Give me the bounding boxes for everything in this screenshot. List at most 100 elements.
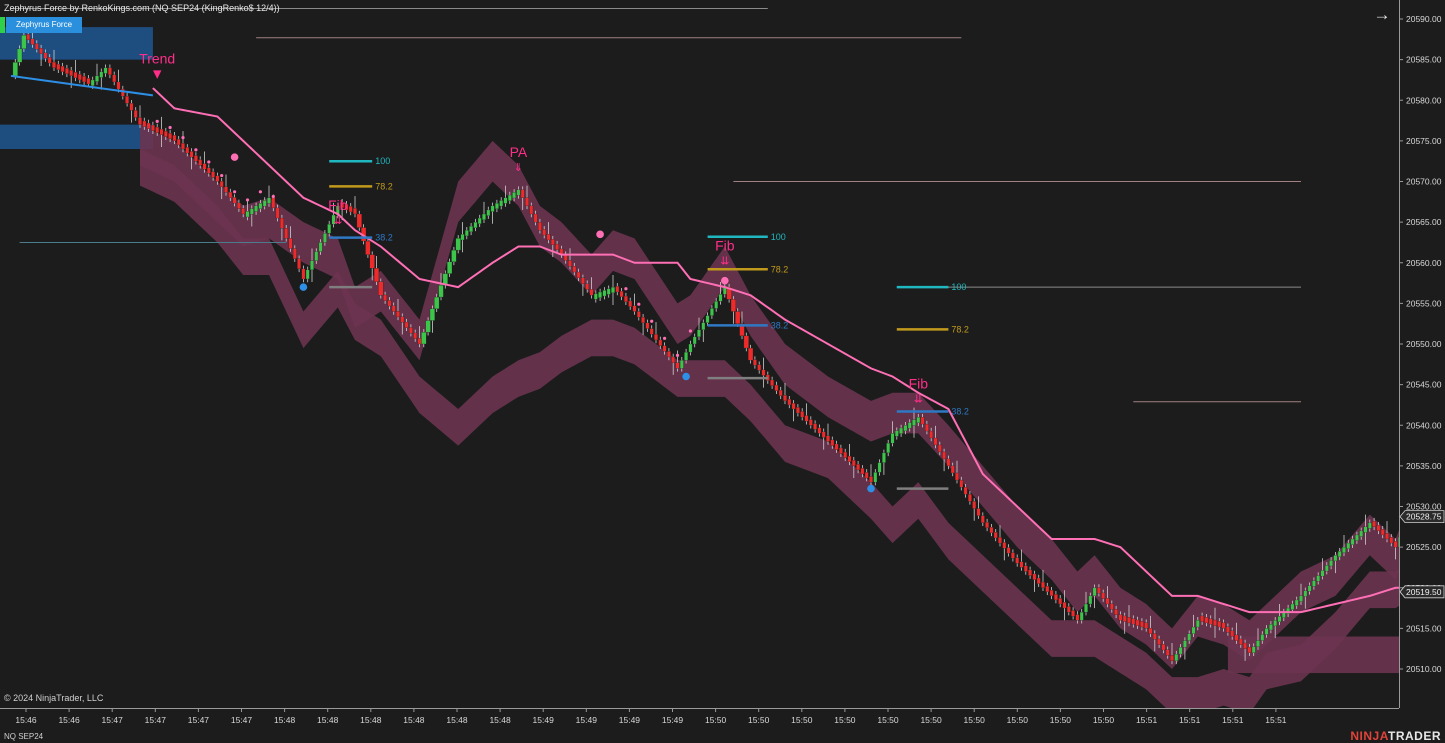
x-tick-label: 15:50 [1093,715,1115,725]
bear-candle [667,351,671,358]
trail-dot [168,125,172,130]
bull-candle [602,290,607,297]
bull-candle [912,419,916,426]
bear-candle [1247,646,1252,653]
bull-candle [718,294,723,302]
bear-candle [271,197,276,209]
bear-candle [417,338,422,345]
bear-candle [400,316,405,323]
bear-candle [589,289,594,296]
bear-candle [624,295,628,302]
bear-candle [520,189,525,198]
x-tick-label: 15:51 [1179,715,1201,725]
bull-candle [1260,634,1265,641]
bear-candle [43,52,48,59]
bull-candle [421,332,427,345]
bear-candle [413,332,418,339]
x-tick-label: 15:51 [1222,715,1244,725]
bear-candle [783,395,787,402]
bear-candle [47,57,52,64]
bull-candle [473,221,478,228]
bear-candle [1058,598,1063,605]
bear-candle [112,74,117,83]
bear-candle [791,403,796,410]
bear-candle [1376,525,1381,532]
bear-candle [1152,633,1157,640]
bear-candle [1385,533,1389,540]
bear-candle [1380,529,1385,536]
bear-candle [1062,602,1067,609]
bear-candle [856,464,860,471]
bear-candle [1101,592,1106,599]
bull-candle [1191,626,1196,634]
bull-candle [1079,611,1084,621]
fib-level-label: 38.2 [375,233,393,243]
signal-arrow: ⇊ [914,393,923,406]
bull-candle [1092,587,1097,597]
fib-level-label: 38.2 [771,320,789,330]
trail-dot [271,194,275,199]
bear-candle [989,527,994,534]
bull-candle [455,238,461,251]
bull-candle [894,430,899,437]
bear-candle [1200,615,1204,622]
bear-candle [1049,590,1054,597]
trail-dot [637,302,641,306]
x-tick-label: 15:49 [576,715,598,725]
bear-candle [1208,618,1213,625]
bear-candle [860,468,865,475]
bull-candle [593,293,598,300]
x-tick-label: 15:50 [877,715,899,725]
bear-candle [847,455,852,462]
bear-candle [163,130,168,137]
bear-candle [215,175,220,182]
bear-candle [194,155,198,162]
y-tick-label: 20530.00 [1406,502,1442,512]
indicator-badge[interactable]: Zephyrus Force [0,17,83,33]
bear-candle [120,88,125,97]
bull-candle [1403,527,1406,537]
bull-candle [245,211,250,218]
bear-candle [813,423,817,430]
arrow-right-icon[interactable]: → [1373,5,1391,24]
bull-candle [1286,607,1290,614]
bear-candle [52,61,56,68]
bear-candle [976,508,981,516]
bear-candle [739,323,745,337]
bear-candle [1122,615,1127,622]
bear-candle [830,439,835,446]
bear-candle [955,472,959,481]
bull-candle [1320,570,1325,577]
blue-trend-line [10,74,154,97]
bear-candle [181,143,185,150]
x-tick-label: 15:50 [705,715,727,725]
bull-candle [486,209,491,216]
x-tick-label: 15:48 [403,715,425,725]
bull-candle [495,203,499,210]
bull-candle [1299,595,1303,602]
bear-candle [284,228,289,239]
x-tick-label: 15:48 [274,715,296,725]
bull-candle [697,329,701,338]
instrument-tab[interactable]: NQ SEP24 [4,732,44,741]
signal-dot [230,153,239,161]
bull-candle [262,200,267,207]
bear-candle [133,110,138,118]
bull-candle [890,433,895,444]
bear-candle [761,369,766,376]
bear-candle [1372,520,1376,527]
bull-candle [1359,530,1364,537]
fib-level-label: 100 [771,232,786,242]
bear-candle [1011,552,1015,559]
bear-candle [757,364,762,371]
bear-candle [353,208,357,215]
trail-dot [663,336,667,340]
bull-candle [1294,599,1299,606]
bear-candle [1109,603,1114,610]
bear-candle [972,501,977,509]
bull-candle [254,205,258,212]
y-tick-label: 20570.00 [1406,177,1442,187]
brand-left: NINJA [1350,729,1388,743]
